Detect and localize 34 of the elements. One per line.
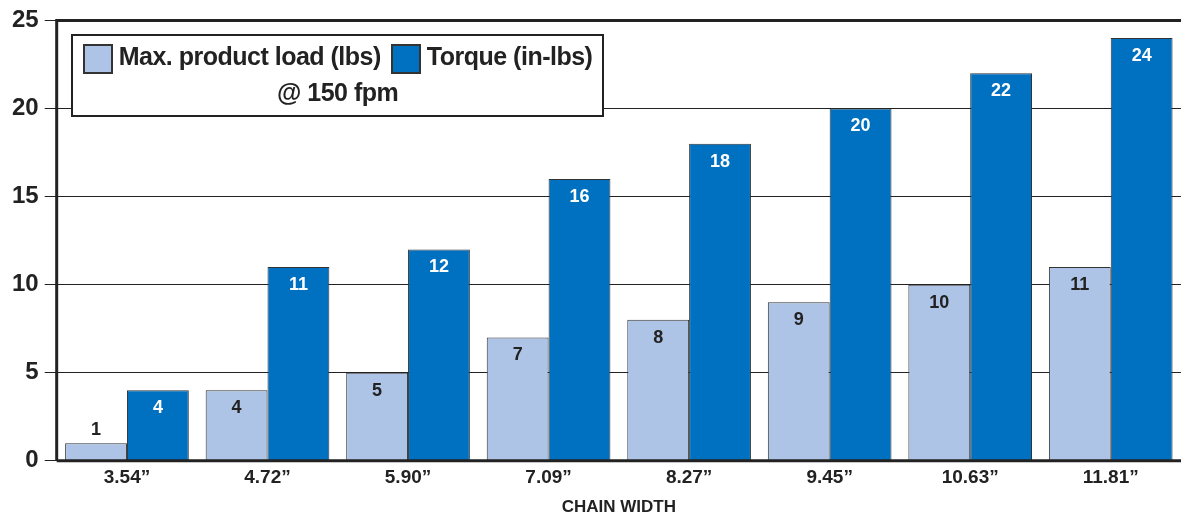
data-label: 24 [1131, 44, 1152, 65]
data-label: 4 [152, 397, 163, 418]
x-tick-label: 3.54” [103, 466, 151, 488]
x-tick-label: 5.90” [384, 466, 432, 488]
data-label: 11 [288, 273, 308, 294]
data-label: 10 [929, 291, 950, 312]
data-label: 9 [793, 309, 804, 330]
data-label: 7 [512, 344, 523, 365]
data-label: 8 [653, 326, 664, 347]
legend-label: Max. product load (lbs) [117, 42, 381, 73]
legend-label: Torque (in-lbs) [425, 42, 593, 73]
data-label: 16 [569, 185, 590, 206]
data-label: 5 [372, 379, 383, 400]
x-tick-label: 10.63” [941, 466, 999, 488]
text: @ 150 fpm [275, 77, 400, 107]
data-label: 22 [991, 80, 1012, 101]
x-tick-label: 9.45” [806, 466, 853, 488]
x-axis-title: CHAIN WIDTH [561, 497, 676, 517]
y-tick-label: 25 [11, 5, 39, 33]
data-label: 4 [231, 397, 242, 418]
y-tick-label: 15 [11, 181, 39, 209]
data-label: 11 [1070, 273, 1090, 294]
data-label: 18 [710, 150, 731, 171]
y-tick-label: 10 [11, 269, 39, 297]
x-tick-label: 8.27” [665, 466, 713, 488]
data-label: 1 [91, 419, 102, 440]
data-label: 12 [428, 256, 449, 277]
y-tick-label: 20 [11, 93, 39, 121]
y-tick-label: 0 [25, 445, 39, 473]
x-tick-label: 11.81” [1082, 466, 1139, 488]
x-tick-label: 7.09” [525, 466, 572, 488]
y-tick-label: 5 [25, 357, 39, 385]
x-tick-label: 4.72” [244, 466, 291, 488]
data-label: 20 [850, 115, 871, 136]
